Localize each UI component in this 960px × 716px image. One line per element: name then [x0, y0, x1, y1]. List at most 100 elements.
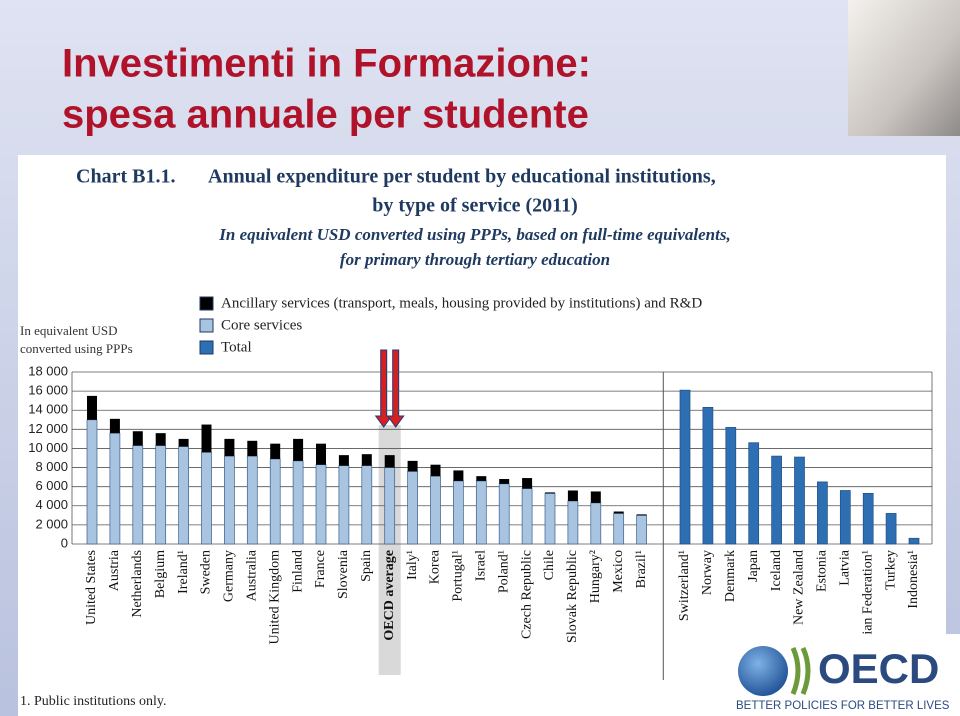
x-tick-label: Russian Federation¹: [860, 550, 875, 662]
legend-swatch: [199, 296, 214, 311]
bar-core: [430, 475, 441, 545]
bar-core: [453, 480, 464, 545]
bar-core: [498, 483, 510, 545]
y-axis-label: In equivalent USD: [20, 323, 117, 338]
x-tick-label: United Kingdom: [267, 550, 282, 645]
x-tick-label: Israel: [474, 550, 489, 581]
x-tick-label: Estonia: [815, 549, 830, 592]
x-tick-label: Slovak Republic: [565, 550, 580, 643]
slide-title: Investimenti in Formazione:: [62, 42, 591, 86]
y-tick-label: 10 000: [28, 440, 68, 455]
x-tick-label: Czech Republic: [519, 550, 534, 639]
bar-ancillary: [178, 438, 189, 447]
bar-ancillary: [316, 443, 326, 465]
y-tick-label: 6 000: [35, 478, 68, 493]
x-tick-label: Brazil¹: [634, 550, 649, 588]
bar-ancillary: [247, 440, 258, 457]
bar-ancillary: [613, 511, 624, 514]
bar-ancillary: [567, 490, 578, 501]
logo-mark: [790, 646, 811, 695]
bar-ancillary: [636, 514, 647, 516]
bar-ancillary: [430, 464, 441, 477]
bar-core: [109, 432, 121, 545]
bar-core: [407, 471, 418, 545]
bar-ancillary: [453, 470, 464, 481]
legend-label: Total: [221, 339, 252, 355]
x-tick-label: Hungary²: [588, 550, 603, 603]
coin-photo: [848, 0, 960, 136]
bar-ancillary: [361, 454, 372, 466]
chart-subtitle: In equivalent USD converted using PPPs, …: [218, 225, 730, 244]
y-tick-label: 8 000: [35, 459, 68, 474]
bar-core: [292, 460, 304, 545]
y-tick-label: 0: [61, 535, 68, 550]
x-tick-label: Denmark: [723, 550, 738, 602]
logo-tagline: BETTER POLICIES FOR BETTER LIVES: [736, 700, 950, 712]
bar-total: [748, 442, 760, 545]
x-tick-label: Poland¹: [496, 550, 511, 593]
bar-core: [636, 514, 647, 545]
bar-core: [613, 513, 625, 545]
bar-core: [338, 465, 350, 545]
footnote: 1. Public institutions only.: [20, 694, 167, 709]
bar-total: [725, 427, 737, 545]
x-tick-label: Germany: [222, 550, 237, 602]
bar-core: [361, 465, 373, 545]
logo-globe: [738, 646, 788, 696]
bar-ancillary: [270, 443, 281, 459]
bar-ancillary: [155, 433, 166, 446]
bar-core: [590, 502, 602, 545]
bar-ancillary: [384, 455, 395, 468]
x-tick-label: Indonesia¹: [906, 550, 921, 609]
logo-name: OECD: [818, 645, 939, 692]
x-tick-label: Japan: [746, 550, 761, 582]
x-tick-label: Korea: [428, 549, 443, 584]
x-tick-label: Spain: [359, 550, 374, 582]
bar-core: [178, 446, 189, 545]
chart-title: Annual expenditure per student by educat…: [208, 166, 716, 188]
y-tick-label: 2 000: [35, 516, 68, 531]
bar-core: [384, 467, 396, 545]
y-axis-label: converted using PPPs: [20, 341, 133, 356]
bar-core: [269, 458, 281, 545]
x-tick-label: Ireland¹: [176, 550, 191, 594]
x-tick-label: New Zealand: [792, 550, 807, 625]
chart-label: Chart B1.1.: [76, 166, 175, 188]
x-tick-label: Portugal¹: [451, 550, 466, 602]
x-tick-label: Italy¹: [405, 550, 420, 580]
bar-total: [702, 407, 714, 545]
y-tick-label: 18 000: [28, 363, 68, 378]
bar-core: [201, 451, 212, 545]
bar-core: [132, 445, 144, 545]
bar-total: [679, 389, 691, 545]
bar-core: [315, 464, 327, 545]
highlight-arrow: [374, 349, 393, 428]
x-tick-label: Netherlands: [130, 550, 145, 618]
bar-total: [771, 455, 782, 545]
bar-core: [567, 500, 579, 545]
x-tick-label: Australia: [245, 549, 260, 601]
legend-label: Core services: [221, 317, 302, 333]
legend-label: Ancillary services (transport, meals, ho…: [221, 295, 702, 311]
x-tick-label: Switzerland¹: [677, 550, 692, 621]
x-tick-label: Sweden: [199, 550, 214, 594]
x-tick-label: France: [313, 550, 328, 588]
bar-ancillary: [590, 491, 601, 503]
bar-ancillary: [87, 395, 97, 420]
bar-total: [817, 481, 828, 545]
x-tick-label: United States: [84, 550, 99, 625]
bar-core: [521, 488, 533, 545]
bar-ancillary: [293, 438, 304, 461]
y-tick-label: 12 000: [28, 421, 68, 436]
y-tick-label: 4 000: [35, 497, 68, 512]
slide-title: spesa annuale per studente: [62, 93, 589, 137]
bar-ancillary: [224, 438, 235, 457]
x-tick-label: Iceland: [769, 550, 784, 591]
bar-ancillary: [522, 478, 533, 489]
x-tick-label: Austria: [107, 549, 122, 591]
x-tick-label: Norway: [700, 550, 715, 595]
x-tick-label: Finland: [290, 550, 305, 593]
x-tick-label: Mexico: [611, 550, 626, 593]
bar-core: [224, 455, 235, 545]
x-tick-label: Slovenia: [336, 549, 351, 599]
